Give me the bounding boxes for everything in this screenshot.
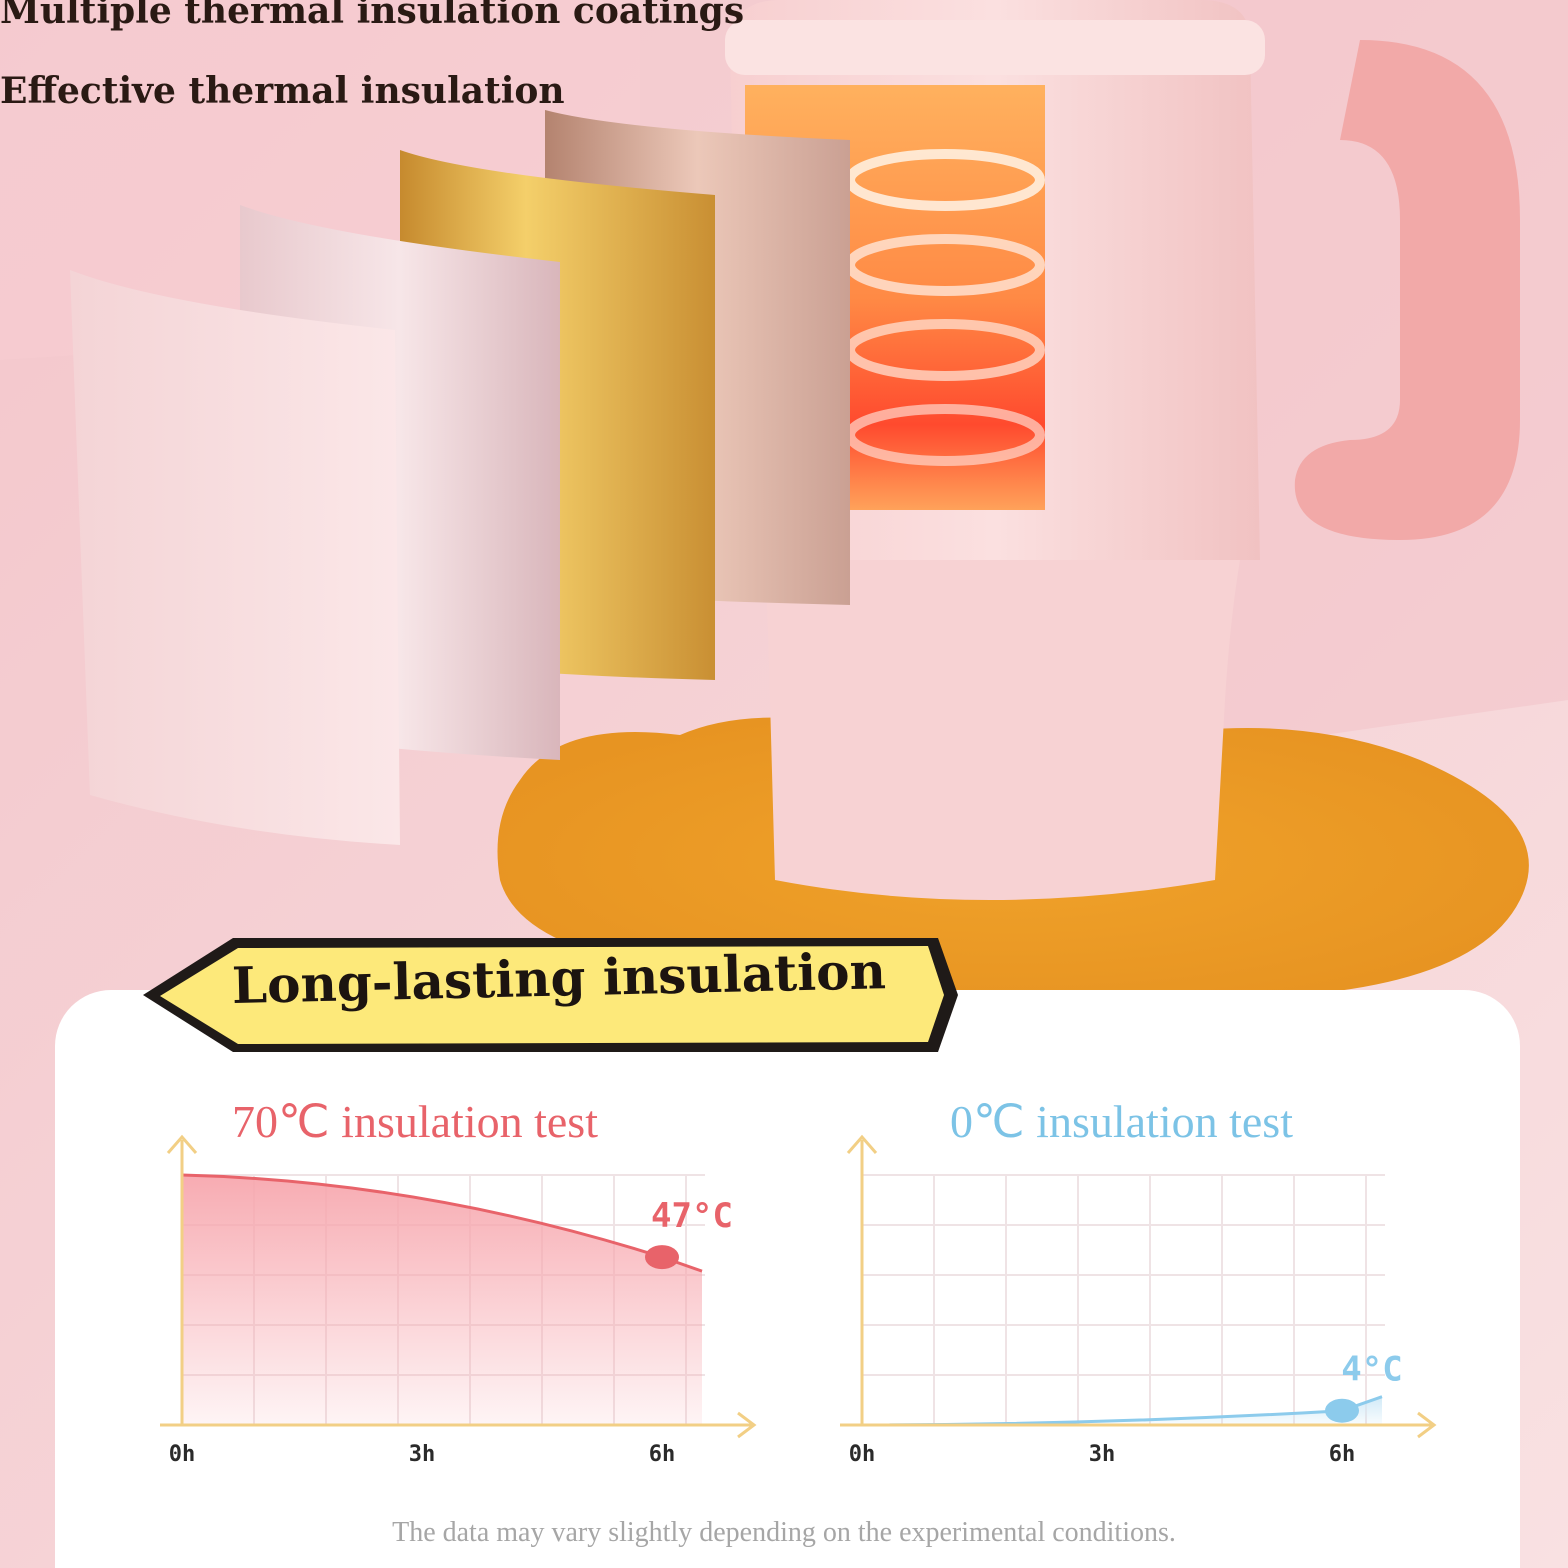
x-tick-label: 0h [169,1442,196,1467]
y-axis-arrow [166,1134,198,1154]
chart-hot: 0h 3h 6h 47°C [160,1134,757,1467]
headline-line-2: Effective thermal insulation [0,70,565,112]
x-tick-label: 0h [849,1442,876,1467]
x-tick-label: 6h [649,1442,676,1467]
data-label: 4°C [1341,1350,1402,1390]
series-line [181,1173,703,1273]
x-axis-arrow [737,1411,757,1439]
x-tick-label: 6h [1329,1442,1356,1467]
disclaimer-text: The data may vary slightly depending on … [392,1517,1176,1548]
banner-shape [143,938,958,1052]
series-area [862,1396,1382,1425]
x-axis-arrow [1417,1411,1437,1439]
y-axis-arrow [846,1134,878,1154]
series-area [182,1175,702,1425]
chart-title-hot: 70℃ insulation test [232,1096,598,1147]
x-tick-label: 3h [1089,1442,1116,1467]
data-label: 47°C [651,1196,733,1236]
chart-title-cold: 0℃ insulation test [950,1096,1293,1147]
data-point [1325,1398,1359,1423]
data-point [645,1245,679,1270]
chart-cold: 0h 3h 6h 4°C [840,1134,1437,1467]
x-tick-label: 3h [409,1442,436,1467]
headline-line-1: Multiple thermal insulation coatings [0,0,745,32]
chart-grid [862,1174,1385,1425]
